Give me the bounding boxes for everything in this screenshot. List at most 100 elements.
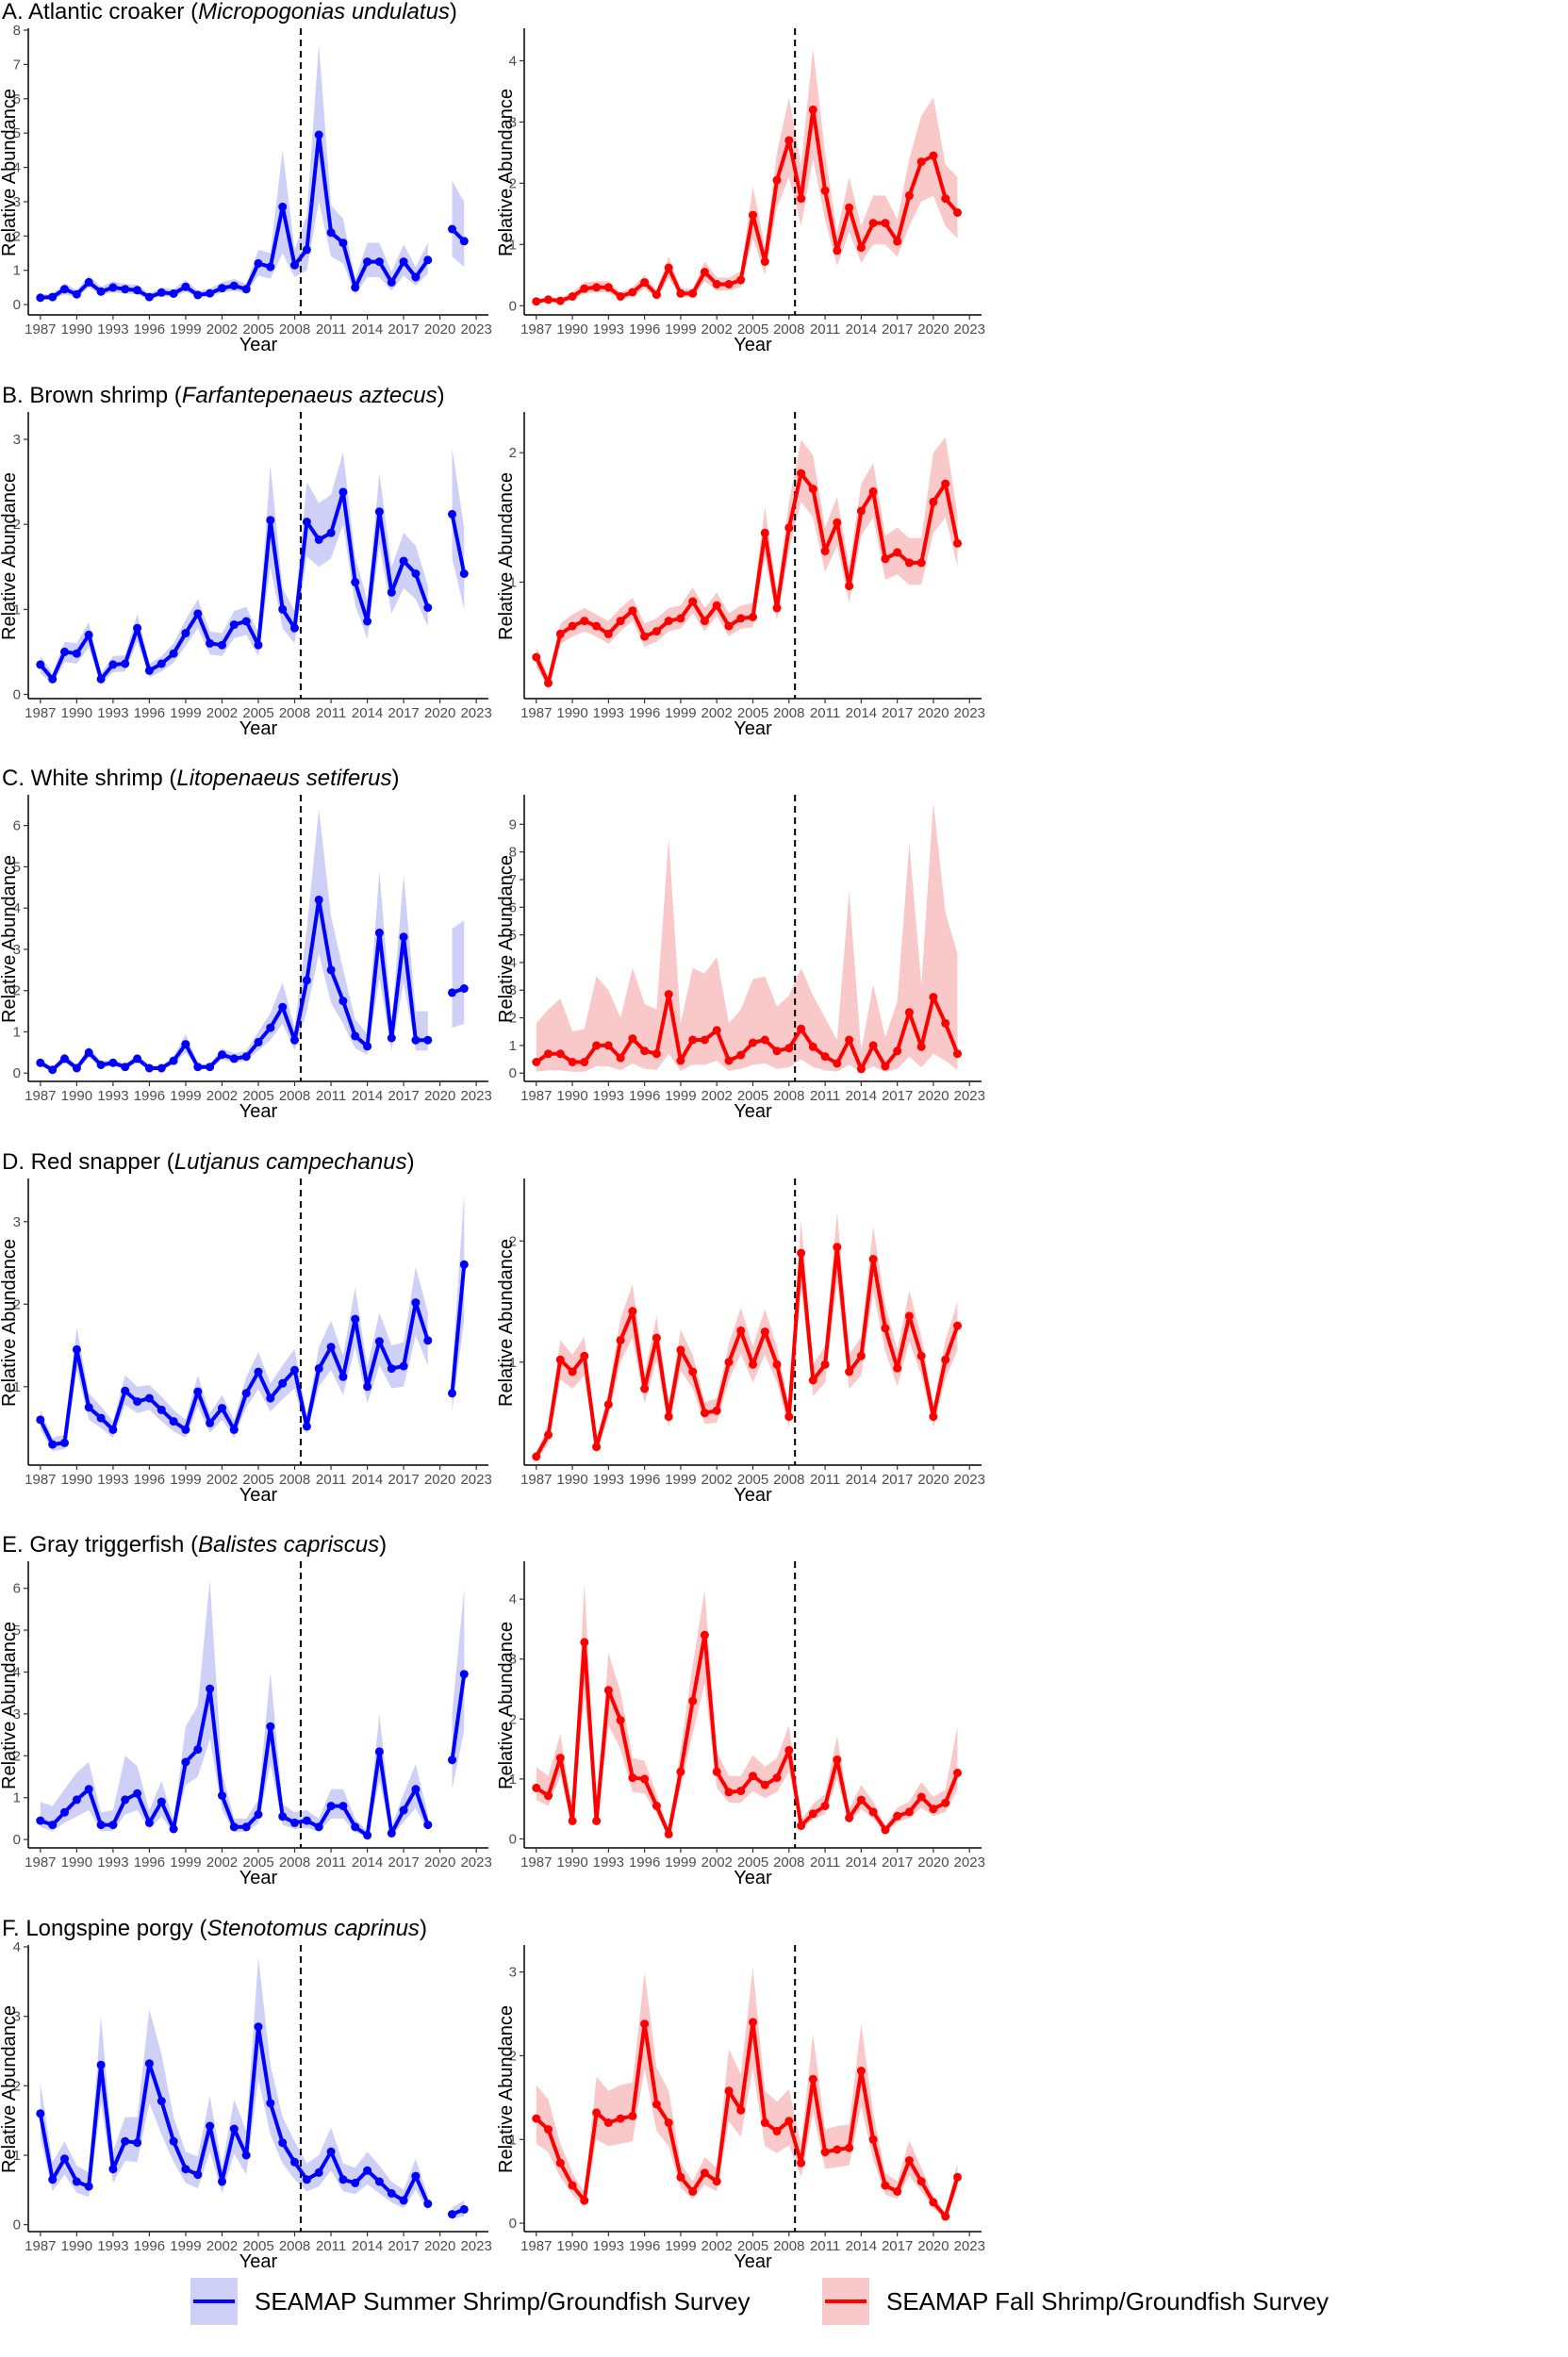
summer-data-point [314,2167,323,2177]
fall-data-point [833,1755,842,1764]
summer-x-tick-label: 1996 [134,2238,165,2254]
fall-data-point [676,1767,685,1776]
fall-data-point [640,632,650,641]
fall-x-tick-label: 2011 [810,321,840,338]
fall-data-point [856,2067,866,2075]
fall-x-tick-label: 2014 [846,705,877,721]
fall-x-tick-label: 2008 [773,1088,804,1104]
fall-data-point [592,2108,602,2118]
summer-confidence-band [452,181,465,268]
fall-data-point [603,2118,613,2127]
fall-x-tick-label: 2005 [737,1088,768,1104]
fall-x-tick-label: 2008 [773,705,804,721]
fall-confidence-band [536,1584,958,1837]
summer-y-tick-label: 3 [13,2009,21,2025]
fall-x-tick-label: 1990 [556,1088,587,1104]
summer-data-point [363,617,372,626]
fall-x-tick-label: 2017 [882,2238,913,2254]
summer-x-axis-label: Year [239,335,278,355]
summer-x-tick-label: 2020 [424,1854,455,1871]
fall-data-point [820,1052,830,1062]
fall-data-point [953,208,962,217]
fall-data-point [712,1406,721,1415]
summer-x-tick-label: 2020 [424,705,455,721]
summer-data-point [374,2177,384,2186]
summer-data-point [314,535,323,544]
fall-y-axis-label: Relative Abundance [496,855,517,1023]
fall-data-point [568,2181,577,2190]
summer-data-point [338,2175,348,2184]
summer-data-point [157,1063,166,1073]
summer-data-point [72,1344,81,1354]
summer-data-point [108,660,118,669]
summer-data-point [218,1050,226,1060]
panel-title-close: ) [437,383,445,408]
summer-data-point [229,1822,239,1832]
summer-data-point [157,1797,166,1806]
summer-data-point [84,630,93,639]
summer-data-point [241,617,251,626]
summer-y-tick-label: 2 [13,228,21,244]
fall-data-point [555,629,565,638]
summer-data-point [363,1382,372,1392]
fall-data-point [904,558,914,568]
panel-title-common: F. Longspine porgy ( [2,1916,206,1941]
summer-data-point [169,1056,178,1065]
fall-x-tick-label: 2014 [846,1472,877,1488]
summer-data-point [448,988,456,997]
summer-data-point [36,1816,45,1825]
fall-data-point [736,1050,746,1060]
summer-x-tick-label: 1987 [25,1854,56,1871]
summer-data-point [193,2170,203,2180]
fall-x-tick-label: 1999 [665,1854,696,1871]
summer-data-point [108,1821,118,1830]
fall-confidence-band [536,437,958,688]
fall-data-point [712,1767,721,1776]
summer-data-point [278,202,288,211]
fall-data-point [568,1367,577,1376]
fall-data-point [904,190,914,200]
fall-data-point [688,597,698,606]
fall-x-tick-label: 2002 [701,2238,733,2254]
summer-x-axis-label: Year [239,1485,278,1506]
fall-data-point [544,1049,553,1059]
fall-x-tick-label: 1996 [629,1854,660,1871]
fall-data-point [700,1630,709,1640]
fall-data-point [724,621,734,631]
fall-data-point [856,243,866,253]
summer-data-point [36,1058,45,1067]
summer-data-point [278,1378,288,1388]
chart-panels: A. Atlantic croaker (Micropogonias undul… [0,0,985,2272]
summer-data-point [48,2175,58,2184]
summer-data-point [314,895,323,904]
fall-x-tick-label: 2023 [954,705,985,721]
fall-data-point [941,1355,950,1364]
summer-data-point [326,965,336,975]
summer-data-point [72,1795,81,1805]
summer-y-tick-label: 1 [13,1024,21,1040]
summer-data-point [399,932,408,942]
summer-data-point [387,587,396,597]
fall-data-point [893,237,902,246]
summer-data-point [302,1422,311,1431]
fall-x-tick-label: 2023 [954,1472,985,1488]
fall-x-tick-label: 2002 [701,1854,733,1871]
fall-confidence-band [536,1968,958,2219]
summer-data-point [96,1413,106,1423]
summer-data-point [181,1040,190,1049]
summer-data-point [48,292,58,302]
summer-y-tick-label: 5 [13,1623,21,1639]
summer-data-point [121,1795,130,1805]
summer-y-tick-label: 7 [13,57,21,73]
fall-y-tick-label: 2 [509,1711,517,1727]
fall-y-tick-label: 0 [509,298,517,314]
summer-data-point [351,283,360,292]
summer-x-axis-label: Year [239,1868,278,1888]
summer-data-point [133,1054,142,1063]
fall-data-point [724,1358,734,1367]
summer-x-tick-label: 1993 [97,1472,128,1488]
panel-title: C. White shrimp (Litopenaeus setiferus) [2,766,400,791]
fall-x-tick-label: 2002 [701,1472,733,1488]
fall-data-point [797,1024,806,1033]
legend-fall-label: SEAMAP Fall Shrimp/Groundfish Survey [886,2287,1329,2316]
